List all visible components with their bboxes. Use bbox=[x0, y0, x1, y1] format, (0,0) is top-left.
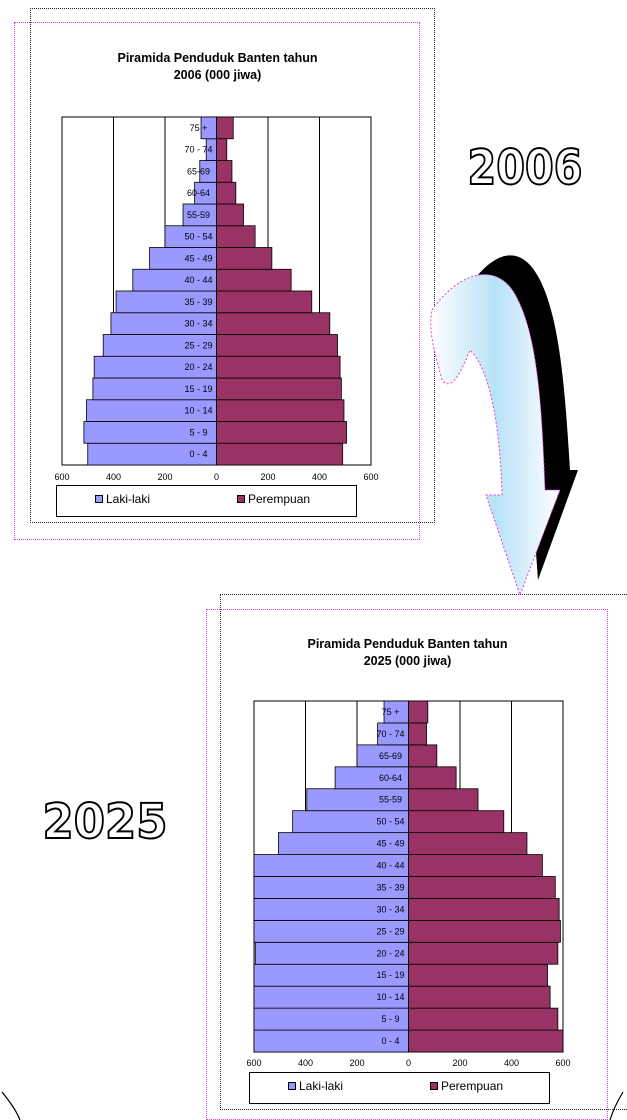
chart-title-2025: Piramida Penduduk Banten tahun 2025 (000… bbox=[250, 636, 565, 670]
legend-item-female: Perempuan bbox=[237, 492, 310, 506]
legend-2006: Laki-laki Perempuan bbox=[56, 485, 357, 517]
legend-2025: Laki-laki Perempuan bbox=[249, 1072, 550, 1104]
category-label: 45 - 49 bbox=[376, 839, 404, 849]
category-label: 75 + bbox=[382, 707, 400, 717]
category-label: 60-64 bbox=[379, 773, 402, 783]
legend-swatch-male bbox=[288, 1082, 296, 1090]
chart-frame-2006 bbox=[30, 8, 435, 523]
x-tick-label: 600 bbox=[246, 1058, 261, 1068]
bar-female bbox=[408, 963, 548, 987]
bar-female bbox=[408, 854, 543, 877]
category-label: 65-69 bbox=[187, 166, 210, 176]
bar-female bbox=[408, 832, 528, 855]
year-2025-text: 2025 bbox=[43, 794, 168, 850]
bar-female bbox=[408, 788, 479, 812]
chart-title-2025-line2: 2025 (000 jiwa) bbox=[363, 654, 452, 668]
bar-female bbox=[408, 766, 457, 790]
bar-female bbox=[408, 898, 560, 921]
legend-item-male: Laki-laki bbox=[288, 1079, 343, 1093]
category-label: 5 - 9 bbox=[381, 1014, 399, 1024]
year-2006-wordart: 2006 bbox=[467, 139, 584, 197]
x-tick-label: 0 bbox=[214, 472, 219, 482]
corner-curve-right bbox=[609, 1091, 624, 1120]
curved-arrow-icon bbox=[430, 255, 578, 597]
bar-female bbox=[408, 1029, 564, 1053]
category-label: 75 + bbox=[190, 123, 208, 133]
category-label: 35 - 39 bbox=[376, 882, 404, 892]
category-label: 20 - 24 bbox=[376, 948, 404, 958]
x-tick-label: 0 bbox=[406, 1058, 411, 1068]
category-label: 20 - 24 bbox=[184, 362, 212, 372]
bar-female bbox=[408, 941, 559, 965]
x-tick-label: 200 bbox=[157, 472, 172, 482]
chart-frame-2006-pink bbox=[14, 22, 420, 540]
chart-title-2025-line1: Piramida Penduduk Banten tahun bbox=[307, 637, 508, 651]
category-label: 40 - 44 bbox=[376, 861, 404, 871]
chart-title-2006-line1: Piramida Penduduk Banten tahun bbox=[117, 51, 318, 65]
category-label: 0 - 4 bbox=[381, 1036, 399, 1046]
bar-female bbox=[408, 810, 505, 834]
x-tick-label: 600 bbox=[54, 472, 69, 482]
category-label: 30 - 34 bbox=[376, 904, 404, 914]
legend-swatch-male bbox=[95, 495, 103, 503]
category-label: 50 - 54 bbox=[184, 232, 212, 242]
x-tick-label: 200 bbox=[260, 472, 275, 482]
chart-frame-2025 bbox=[220, 594, 627, 1110]
category-label: 50 - 54 bbox=[376, 817, 404, 827]
legend-label-male: Laki-laki bbox=[106, 492, 151, 506]
x-tick-label: 600 bbox=[363, 472, 378, 482]
legend-item-male: Laki-laki bbox=[95, 492, 150, 506]
legend-label-female: Perempuan bbox=[248, 492, 311, 506]
legend-label-female: Perempuan bbox=[441, 1079, 504, 1093]
bar-female bbox=[408, 876, 556, 899]
arrow-body bbox=[430, 274, 561, 597]
x-tick-label: 400 bbox=[106, 472, 121, 482]
category-label: 70 - 74 bbox=[376, 729, 404, 739]
category-label: 70 - 74 bbox=[184, 145, 212, 155]
year-2025-wordart: 2025 bbox=[42, 793, 169, 851]
category-label: 45 - 49 bbox=[184, 253, 212, 263]
bar-female bbox=[408, 744, 438, 768]
category-label: 5 - 9 bbox=[189, 427, 207, 437]
category-label: 35 - 39 bbox=[184, 297, 212, 307]
x-tick-label: 400 bbox=[312, 472, 327, 482]
legend-label-male: Laki-laki bbox=[299, 1079, 344, 1093]
category-label: 25 - 29 bbox=[184, 340, 212, 350]
legend-item-female: Perempuan bbox=[430, 1079, 503, 1093]
category-label: 15 - 19 bbox=[184, 384, 212, 394]
legend-swatch-female bbox=[430, 1082, 438, 1090]
x-tick-label: 200 bbox=[349, 1058, 364, 1068]
category-label: 30 - 34 bbox=[184, 319, 212, 329]
category-label: 65-69 bbox=[379, 751, 402, 761]
bar-female bbox=[408, 722, 427, 746]
bar-female bbox=[408, 985, 551, 1009]
category-label: 40 - 44 bbox=[184, 275, 212, 285]
x-tick-label: 400 bbox=[504, 1058, 519, 1068]
bar-female bbox=[408, 700, 429, 724]
bar-female bbox=[408, 1007, 559, 1031]
chart-title-2006-line2: 2006 (000 jiwa) bbox=[173, 68, 262, 82]
category-label: 60-64 bbox=[187, 188, 210, 198]
legend-swatch-female bbox=[237, 495, 245, 503]
x-tick-label: 400 bbox=[298, 1058, 313, 1068]
category-label: 55-59 bbox=[379, 795, 402, 805]
bar-female bbox=[408, 919, 561, 943]
year-2006-text: 2006 bbox=[468, 140, 583, 196]
category-label: 25 - 29 bbox=[376, 926, 404, 936]
x-tick-label: 600 bbox=[555, 1058, 570, 1068]
category-label: 55-59 bbox=[187, 210, 210, 220]
corner-curve-left bbox=[1, 1091, 21, 1120]
x-tick-label: 200 bbox=[452, 1058, 467, 1068]
chart-title-2006: Piramida Penduduk Banten tahun 2006 (000… bbox=[60, 50, 375, 84]
category-label: 10 - 14 bbox=[184, 406, 212, 416]
category-label: 10 - 14 bbox=[376, 992, 404, 1002]
category-label: 0 - 4 bbox=[189, 449, 207, 459]
category-label: 15 - 19 bbox=[376, 970, 404, 980]
